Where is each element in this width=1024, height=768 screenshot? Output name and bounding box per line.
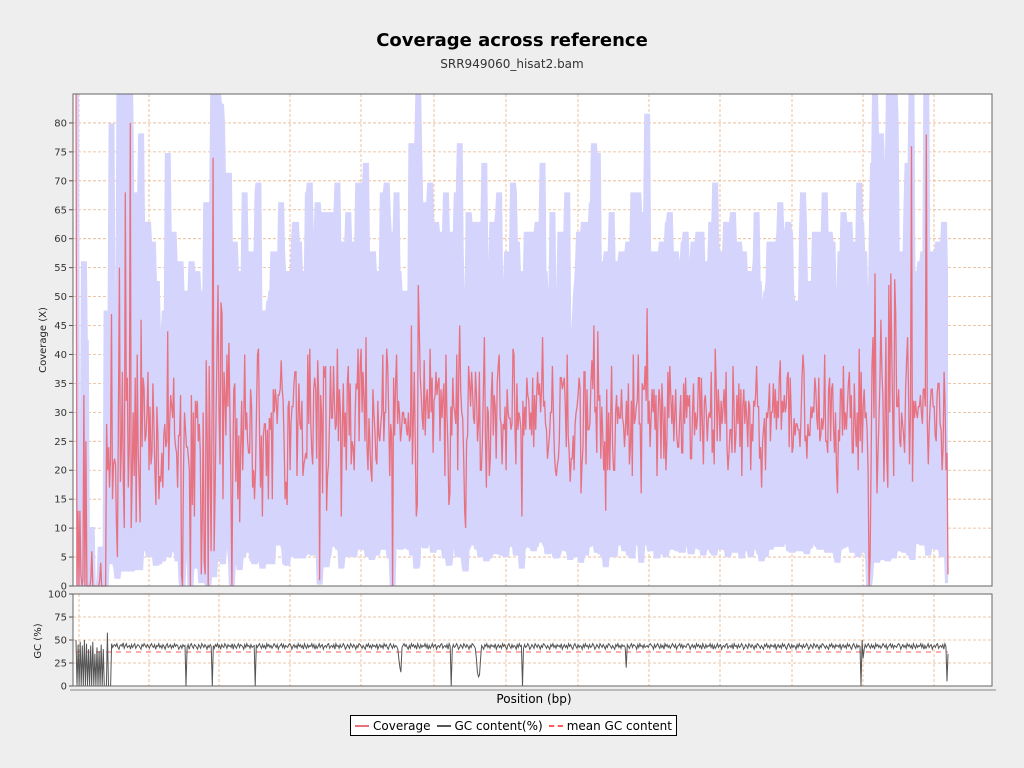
legend-label-mean-gc: mean GC content (566, 718, 672, 733)
coverage-tick-label: 80 (54, 118, 67, 129)
coverage-line-icon (355, 724, 369, 727)
legend-item-mean-gc: mean GC content (548, 718, 672, 733)
legend-label-gc: GC content(%) (454, 718, 543, 733)
coverage-tick-label: 30 (54, 408, 67, 419)
coverage-tick-label: 60 (54, 234, 67, 245)
gc-tick-label: 75 (54, 613, 67, 624)
coverage-tick-label: 25 (54, 437, 67, 448)
coverage-band (76, 94, 948, 586)
gc-tick-label: 25 (54, 659, 67, 670)
legend: Coverage GC content(%) mean GC content (350, 715, 677, 736)
coverage-panel-border (72, 93, 993, 587)
gc-axis-title: GC (%) (33, 623, 44, 658)
coverage-tick-label: 75 (54, 147, 67, 158)
coverage-tick-label: 50 (54, 292, 67, 303)
chart-subtitle: SRR949060_hisat2.bam (440, 57, 584, 71)
coverage-tick-label: 20 (54, 466, 67, 477)
legend-item-gc: GC content(%) (436, 718, 543, 733)
gc-line-icon (436, 724, 451, 727)
gc-panel-border (72, 593, 993, 687)
mean-gc-dash-icon (548, 724, 563, 727)
legend-item-coverage: Coverage (355, 719, 431, 733)
coverage-tick-label: 35 (54, 379, 67, 390)
gc-tick-label: 100 (48, 590, 67, 601)
legend-label-coverage: Coverage (373, 718, 431, 733)
coverage-tick-label: 45 (54, 321, 67, 332)
coverage-tick-label: 70 (54, 176, 67, 187)
coverage-tick-label: 55 (54, 263, 67, 274)
chart-title: Coverage across reference (376, 30, 648, 51)
coverage-line (75, 93, 949, 587)
gc-content-line (75, 632, 949, 687)
coverage-tick-label: 40 (54, 350, 67, 361)
coverage-tick-label: 10 (54, 524, 67, 535)
coverage-tick-label: 0 (61, 582, 67, 593)
gc-tick-label: 0 (61, 682, 67, 693)
coverage-axis-title: Coverage (X) (38, 307, 49, 373)
x-axis-title: Position (bp) (496, 692, 572, 706)
gc-tick-label: 50 (54, 636, 67, 647)
coverage-tick-label: 15 (54, 495, 67, 506)
coverage-tick-label: 65 (54, 205, 67, 216)
coverage-tick-label: 5 (61, 553, 67, 564)
